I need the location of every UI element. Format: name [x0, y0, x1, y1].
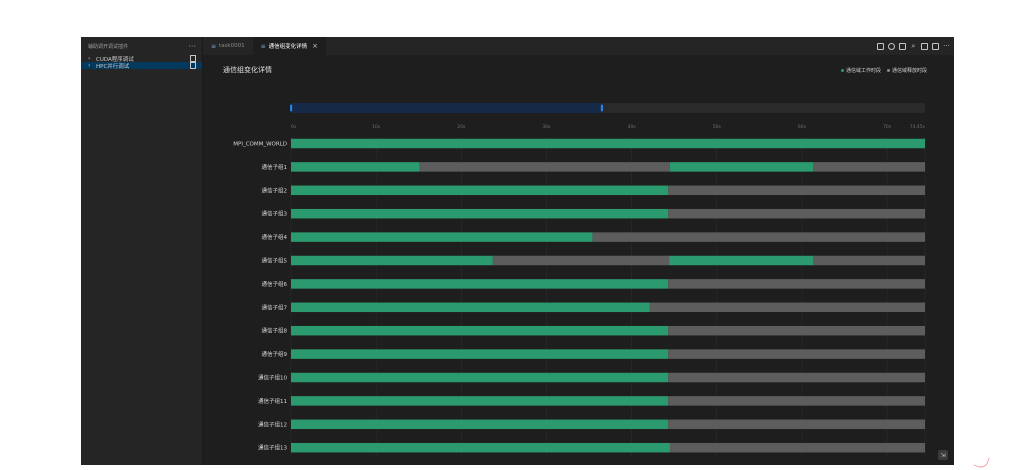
editor-actions: ⌕ ···: [877, 37, 954, 55]
range-slider-selection[interactable]: [291, 103, 602, 113]
sidebar-item-label: CUDA程序调试: [96, 56, 134, 63]
more-actions-icon[interactable]: ···: [943, 42, 950, 50]
gantt-segment-active[interactable]: [291, 349, 669, 359]
gantt-segment-active[interactable]: [291, 325, 669, 336]
layout-icon[interactable]: [921, 42, 928, 50]
gantt-segment-released[interactable]: [668, 185, 925, 196]
gantt-segment-released[interactable]: [668, 372, 925, 383]
gantt-segment-released[interactable]: [668, 279, 925, 289]
sidebar: 辅助调开调试插件 ··· › CUDA程序调试 › HPC并行调试: [81, 37, 203, 465]
row-label: 通信子组2: [262, 186, 288, 194]
list-icon: ≡: [260, 42, 266, 50]
gantt-segment-active[interactable]: [291, 302, 650, 313]
editor-tabs: ≡ task0001 ≡ 通信组变化详情 × ⌕ ···: [203, 37, 954, 55]
legend-dot-released: [886, 69, 890, 72]
legend-label: 通信域释放时段: [891, 68, 927, 74]
gantt-segment-active[interactable]: [291, 208, 669, 219]
decorative-arc: [973, 453, 990, 470]
tab-label: task0001: [219, 43, 245, 49]
gantt-segment-released[interactable]: [813, 162, 925, 172]
gantt-segment-released[interactable]: [668, 396, 925, 406]
gantt-segment-released[interactable]: [668, 419, 925, 430]
new-file-icon[interactable]: [190, 62, 196, 69]
new-file-icon[interactable]: [190, 55, 196, 62]
save-icon[interactable]: [899, 42, 906, 50]
gantt-segment-active[interactable]: [291, 162, 420, 172]
chart-legend: 通信域工作时段 通信域释放时段: [840, 67, 927, 74]
legend-label: 通信域工作时段: [845, 68, 881, 74]
sidebar-item-hpc-debug[interactable]: › HPC并行调试: [81, 62, 202, 70]
x-tick-label: 70s: [883, 124, 892, 130]
row-label: 通信子组3: [262, 210, 288, 218]
gantt-segment-released[interactable]: [492, 255, 670, 266]
x-tick-label: 50s: [713, 124, 722, 130]
gantt-chart: 0s 10s 20s 30s 40s 50s 60s 70s 74.45s MPI_COMM_WO…: [233, 103, 926, 457]
row-label: 通信子组10: [258, 374, 287, 382]
close-icon[interactable]: ×: [312, 42, 319, 50]
row-label: 通信子组12: [258, 420, 287, 428]
tab-label: 通信组变化详情: [268, 44, 308, 50]
list-icon: ≡: [211, 42, 217, 50]
row-label: 通信子组1: [262, 163, 288, 171]
row-label: 通信子组4: [262, 233, 288, 241]
gantt-segment-released[interactable]: [668, 325, 925, 336]
sidebar-header: 辅助调开调试插件 ···: [81, 37, 202, 55]
split-editor-icon[interactable]: [932, 42, 939, 50]
row-label: 通信子组7: [262, 303, 288, 311]
x-tick-label: 60s: [798, 124, 807, 130]
gantt-segment-active[interactable]: [291, 442, 670, 453]
row-label: 通信子组8: [262, 327, 288, 335]
timeline-icon[interactable]: [888, 42, 895, 50]
gantt-segment-released[interactable]: [813, 255, 925, 266]
more-icon[interactable]: ···: [188, 41, 196, 51]
gantt-segment-active[interactable]: [291, 279, 669, 289]
gantt-segment-active[interactable]: [291, 185, 669, 196]
gantt-segment-released[interactable]: [649, 302, 925, 313]
app-window: 辅助调开调试插件 ··· › CUDA程序调试 › HPC并行调试 ≡ task…: [81, 37, 954, 465]
gantt-segment-active[interactable]: [291, 232, 593, 242]
row-label: MPI_COMM_WORLD: [233, 142, 287, 148]
gantt-segment-released[interactable]: [592, 232, 925, 242]
gantt-segment-released[interactable]: [668, 208, 925, 219]
legend-dot-active: [840, 69, 844, 72]
gantt-segment-released[interactable]: [669, 442, 925, 453]
gantt-segment-active[interactable]: [291, 255, 493, 266]
sidebar-item-label: HPC并行调试: [96, 63, 130, 70]
chevron-right-icon: ›: [88, 55, 91, 62]
x-tick-label: 20s: [457, 124, 466, 130]
range-slider-track[interactable]: [291, 103, 925, 113]
gantt-segment-released[interactable]: [668, 349, 925, 359]
range-slider-handle-start[interactable]: [290, 104, 293, 112]
row-label: 通信子组9: [262, 350, 288, 358]
chevron-right-icon: ›: [88, 62, 91, 69]
row-label: 通信子组6: [262, 280, 288, 288]
split-view-icon[interactable]: [877, 42, 884, 50]
gantt-segment-active[interactable]: [291, 372, 669, 383]
x-tick-label: 30s: [542, 124, 551, 130]
range-slider-handle-end[interactable]: [600, 104, 604, 112]
tab-task0001[interactable]: ≡ task0001: [203, 37, 253, 55]
gantt-segment-released[interactable]: [419, 162, 670, 172]
gantt-segment-active[interactable]: [669, 162, 814, 172]
gantt-segment-active[interactable]: [291, 396, 669, 406]
legend-item-released[interactable]: 通信域释放时段: [886, 67, 927, 74]
x-tick-label: 40s: [628, 124, 637, 130]
x-tick-label: 10s: [372, 124, 381, 130]
legend-item-active[interactable]: 通信域工作时段: [840, 67, 881, 74]
gantt-segment-active[interactable]: [291, 138, 925, 149]
main-panel: 通信组变化详情 通信域工作时段 通信域释放时段 0s 10s 20s 30s 40s 50…: [203, 55, 954, 465]
search-icon[interactable]: ⌕: [911, 41, 916, 50]
row-label: 通信子组13: [258, 444, 287, 452]
sidebar-title: 辅助调开调试插件: [88, 43, 129, 50]
x-tick-label: 0s: [291, 124, 297, 130]
gantt-segment-active[interactable]: [291, 419, 669, 430]
x-tick-label: 74.45s: [910, 124, 926, 130]
page-title: 通信组变化详情: [223, 66, 272, 74]
row-label: 通信子组5: [262, 257, 288, 265]
gantt-segment-active[interactable]: [669, 255, 814, 266]
export-icon[interactable]: ⇲: [938, 450, 948, 460]
row-label: 通信子组11: [258, 397, 287, 405]
sidebar-item-cuda-debug[interactable]: › CUDA程序调试: [81, 55, 202, 63]
tab-comm-group-details[interactable]: ≡ 通信组变化详情 ×: [252, 37, 327, 55]
